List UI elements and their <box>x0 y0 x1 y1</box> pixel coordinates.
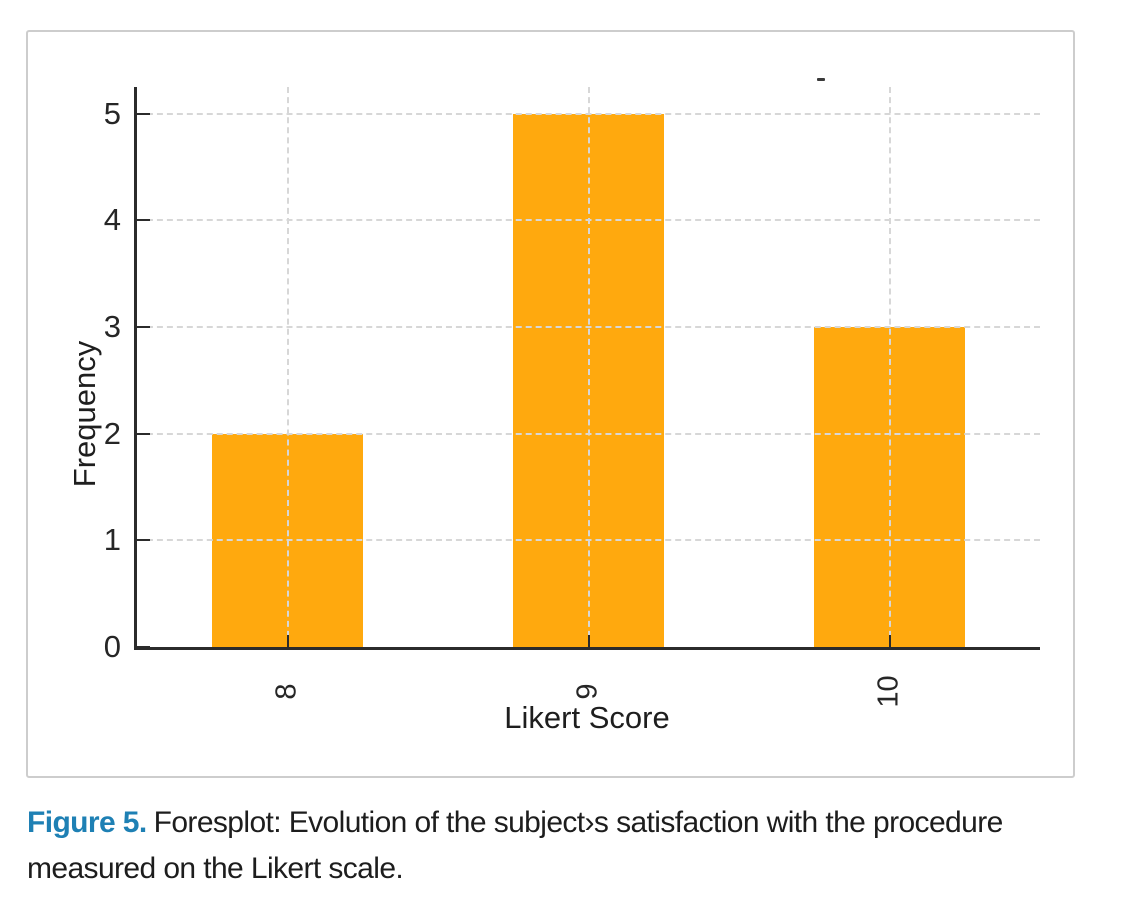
x-axis-title: Likert Score <box>504 700 670 735</box>
stray-dash-mark <box>817 78 825 81</box>
v-gridline <box>587 87 590 647</box>
x-tick <box>888 635 891 647</box>
v-gridline <box>888 87 891 647</box>
y-tick-label: 3 <box>103 309 121 344</box>
figure-caption: Figure 5. Foresplot: Evolution of the sub… <box>27 800 1037 892</box>
plot-area: 0 1 2 3 4 5 8 9 10 <box>104 87 1040 707</box>
figure-panel: Frequency 0 1 2 3 4 5 8 9 10 Likert Score <box>26 30 1075 778</box>
y-tick-label: 4 <box>103 202 121 238</box>
y-tick <box>137 219 150 222</box>
y-tick <box>137 112 150 115</box>
figure-caption-text: Foresplot: Evolution of the subject›s sa… <box>27 806 1003 885</box>
y-tick <box>137 539 150 542</box>
x-tick-label-text: 8 <box>270 682 303 700</box>
x-tick <box>587 635 590 647</box>
y-tick <box>137 646 150 648</box>
y-tick-label: 2 <box>103 415 121 451</box>
y-tick-label: 5 <box>103 95 121 131</box>
x-tick-label-text: 9 <box>571 682 604 700</box>
y-tick <box>137 432 150 435</box>
y-tick-label: 1 <box>103 522 121 558</box>
y-tick <box>137 326 150 328</box>
y-axis-title: Frequency <box>67 340 102 488</box>
figure-caption-label: Figure 5. <box>27 806 147 839</box>
x-tick <box>286 635 289 647</box>
v-gridline <box>286 87 289 647</box>
y-tick-label: 0 <box>103 629 121 664</box>
